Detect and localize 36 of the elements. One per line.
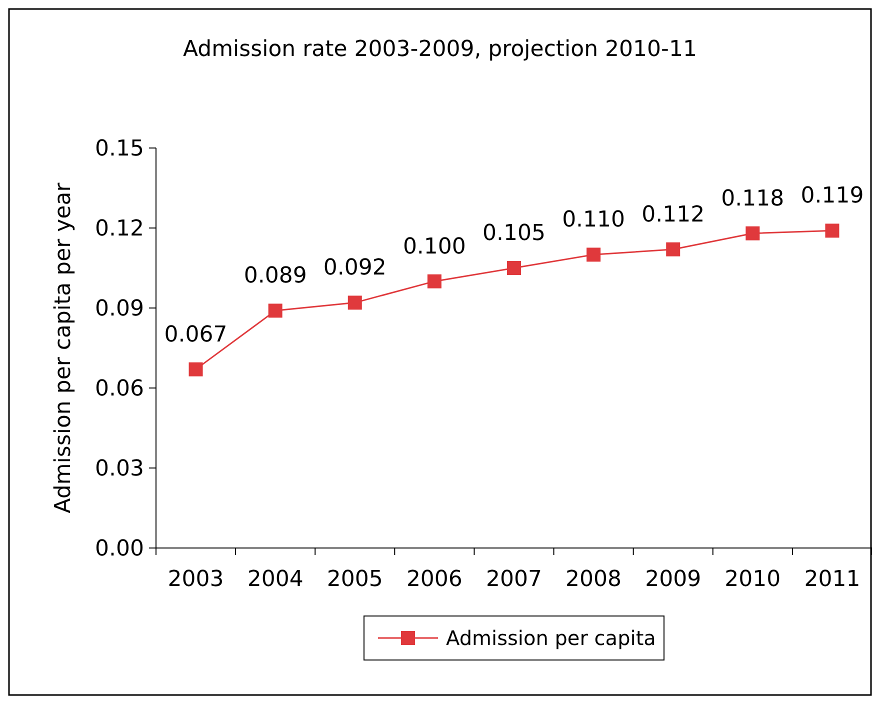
x-tick-label: 2008 bbox=[566, 567, 622, 592]
point bbox=[268, 304, 282, 318]
data-label: 0.089 bbox=[244, 264, 307, 289]
x-tick-label: 2003 bbox=[168, 567, 224, 592]
data-label: 0.112 bbox=[642, 202, 705, 228]
y-tick-label: 0.06 bbox=[95, 376, 144, 402]
y-tick-label: 0.12 bbox=[95, 216, 144, 242]
data-label: 0.100 bbox=[402, 234, 466, 260]
chart-title: Admission rate 2003-2009, projection 2010-11 bbox=[183, 37, 697, 62]
x-tick-label: 2005 bbox=[326, 567, 383, 592]
y-tick-label: 0.15 bbox=[95, 136, 144, 162]
x-tick-label: 2011 bbox=[804, 567, 860, 592]
data-label: 0.118 bbox=[721, 186, 784, 212]
data-label: 0.119 bbox=[800, 184, 864, 209]
point bbox=[825, 224, 840, 238]
x-tick-label: 2006 bbox=[406, 567, 462, 592]
data-label: 0.105 bbox=[482, 221, 546, 246]
data-label: 0.092 bbox=[323, 256, 386, 281]
point bbox=[666, 242, 680, 256]
x-tick-label: 2007 bbox=[486, 567, 542, 592]
y-tick-label: 0.03 bbox=[95, 456, 144, 482]
point bbox=[586, 248, 601, 262]
data-label: 0.067 bbox=[164, 322, 228, 348]
y-axis-title: Admission per capita per year bbox=[51, 182, 76, 514]
x-tick-label: 2010 bbox=[724, 567, 781, 592]
point bbox=[427, 274, 442, 288]
x-tick-label: 2004 bbox=[247, 567, 304, 592]
y-tick-label: 0.00 bbox=[95, 536, 144, 562]
point bbox=[507, 261, 521, 275]
legend-label: Admission per capita bbox=[446, 626, 656, 650]
x-tick-label: 2009 bbox=[645, 567, 702, 592]
y-tick-label: 0.09 bbox=[95, 296, 144, 322]
point bbox=[746, 226, 760, 240]
data-label: 0.110 bbox=[562, 208, 626, 233]
point bbox=[348, 296, 362, 310]
point bbox=[188, 362, 203, 376]
